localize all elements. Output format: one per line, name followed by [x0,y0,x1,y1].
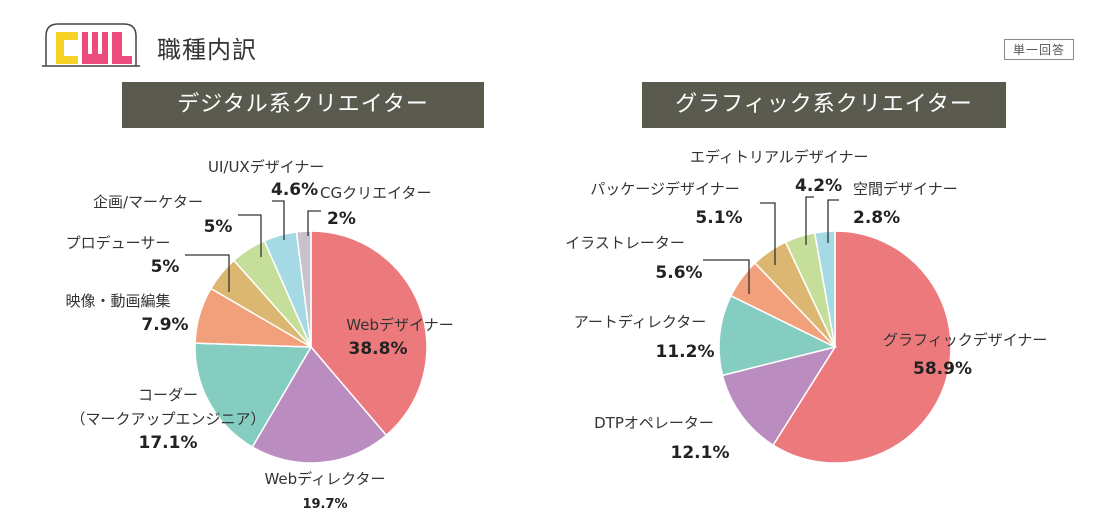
slice-value: 38.8% [349,339,408,359]
slice-label: Webデザイナー [346,316,453,334]
leader-line [760,202,776,265]
leader-line [805,196,814,245]
slice-label: 企画/マーケター [93,193,203,211]
single-answer-badge: 単一回答 [1003,39,1074,60]
leader-line [703,259,750,294]
pie-labels: Webデザイナー 38.8% Webディレクター 19.7% コーダー （マークアップエン… [65,158,453,512]
graphic-pie: グラフィックデザイナー 58.9% DTPオペレーター 12.1% アートディレクター 1… [565,148,1047,464]
graphic-creators-chart: グラフィック系クリエイター グラフィックデザイナー 58.9% DTPオペレーター 1… [530,80,1047,520]
slice-value: 58.9% [913,359,972,379]
slice-label: 映像・動画編集 [65,292,170,310]
chart-title: デジタル系クリエイター [122,82,484,128]
chart-title: グラフィック系クリエイター [642,82,1006,128]
slice-value: 4.6% [271,180,318,200]
slice-value: 5.6% [655,263,702,283]
slice-label: アートディレクター [574,313,706,331]
slice-label: DTPオペレーター [594,414,714,432]
slice-label: グラフィックデザイナー [883,331,1047,349]
slice-value: 2.8% [853,208,900,228]
pie-slice [718,294,838,377]
leader-line [238,214,262,257]
page-title: 職種内訳 [157,36,257,64]
slice-label: エディトリアルデザイナー [690,148,869,166]
pie-slice [251,345,388,464]
slice-value: 5.1% [695,208,742,228]
slice-label: プロデューサー [66,234,171,252]
pie-slice [310,230,428,437]
slice-value: 17.1% [139,433,198,453]
slice-value: 5% [151,257,180,277]
slice-label: コーダー [138,386,198,404]
slice-value: 5% [204,217,233,237]
leader-line [185,254,230,292]
pie-slice [813,230,836,348]
cwl-logo [42,18,140,70]
slice-value: 19.7% [302,497,347,512]
leader-line [272,200,285,240]
slice-value: 2% [327,209,356,229]
pie-labels: グラフィックデザイナー 58.9% DTPオペレーター 12.1% アートディレクター 1… [565,148,1047,463]
leader-line [307,210,321,236]
slice-value: 7.9% [141,315,188,335]
slice-value: 12.1% [671,443,730,463]
digital-pie: Webデザイナー 38.8% Webディレクター 19.7% コーダー （マークアップエン… [65,158,453,512]
pie-slice [772,230,952,464]
slice-label: イラストレーター [565,234,685,252]
pie-slices [718,230,952,464]
slice-label: Webディレクター [264,470,385,488]
slice-label: UI/UXデザイナー [208,158,324,176]
digital-creators-chart: デジタル系クリエイター Webデザイナー 38.8% Webディレクター 19.7% コ… [0,80,490,520]
slice-label: パッケージデザイナー [590,180,739,198]
slice-label: 空間デザイナー [853,180,958,198]
pie-slices [194,230,428,464]
slice-label: （マークアップエンジニア） [70,410,265,428]
slice-value: 4.2% [795,176,842,196]
pie-slice [295,230,312,348]
leader-line [827,199,839,243]
pie-slice [194,342,313,449]
pie-slice [721,345,837,447]
slice-label: CGクリエイター [320,184,432,202]
slice-value: 11.2% [656,342,715,362]
